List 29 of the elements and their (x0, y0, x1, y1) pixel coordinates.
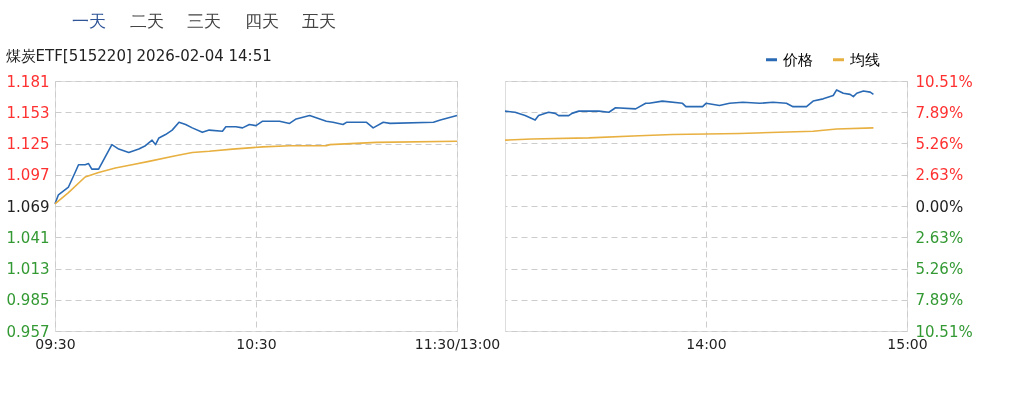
text: 二天 (129, 11, 164, 31)
y-tick-label: 0.985 (6, 291, 50, 310)
text: 五天 (302, 11, 337, 31)
text: 10.51% (915, 72, 973, 91)
line-series (54, 114, 458, 205)
x-tick-label: 14:00 (686, 335, 727, 352)
text: 四天 (244, 11, 279, 31)
text: 5.26% (915, 260, 964, 279)
y-tick-label: 1.097 (6, 166, 50, 185)
text: 5.26% (915, 134, 964, 153)
y-tick-label: 1.181 (6, 72, 50, 91)
text: 7.89% (915, 291, 964, 310)
x-tick-label: 10:30 (236, 335, 277, 352)
line-series (54, 140, 458, 205)
y-tick-label: 1.069 (6, 197, 50, 216)
x-tick-label: 11:30/13:00 (414, 335, 501, 352)
y-tick-label: 1.013 (6, 260, 50, 278)
legend-label: 价格 (782, 50, 813, 69)
text: 0.00% (915, 197, 964, 216)
text: 一天 (72, 11, 107, 31)
legend-label: 均线 (849, 50, 880, 69)
text: 7.89% (915, 103, 964, 122)
text: 2.63% (915, 166, 964, 185)
text: 三天 (187, 11, 222, 31)
chart-title: 煤炭ETF[515220] 2026-02-04 14:51 (5, 46, 272, 65)
y-tick-label: 1.153 (6, 103, 50, 122)
y-tick-label: 1.041 (6, 228, 50, 247)
y-tick-label: 1.125 (6, 135, 50, 153)
text: 2.63% (915, 228, 964, 247)
